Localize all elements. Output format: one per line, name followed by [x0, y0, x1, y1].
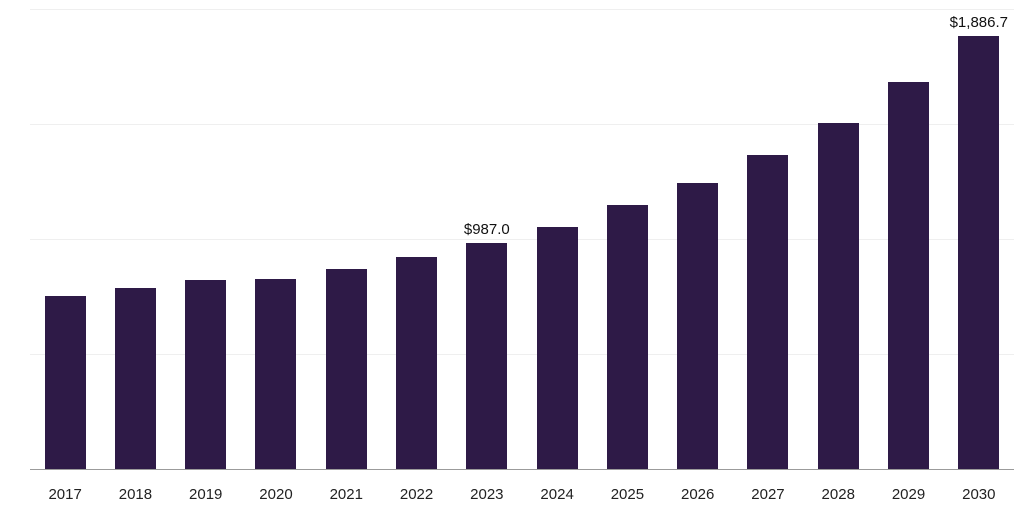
bar-cell: [873, 10, 943, 470]
bar-value-label: $1,886.7: [949, 14, 1008, 32]
bar-2025: [606, 205, 648, 470]
bar-cell: [241, 10, 311, 470]
bar-cell: $987.0: [452, 10, 522, 470]
bar-2029: [888, 82, 930, 470]
x-axis-line: [30, 469, 1014, 470]
x-tick-2029: 2029: [891, 486, 926, 503]
bar-2028: [817, 122, 859, 470]
gridline: [30, 354, 1014, 355]
bar-2020: [255, 278, 297, 470]
x-tick-2028: 2028: [821, 486, 855, 503]
bar-cell: [381, 10, 451, 470]
bar-2030: [958, 36, 1000, 470]
bar-cell: [100, 10, 170, 470]
x-tick-2027: 2027: [751, 486, 785, 503]
bar-cell: [522, 10, 592, 470]
bar-2026: [677, 182, 719, 470]
x-tick-2022: 2022: [399, 486, 434, 503]
gridline: [30, 124, 1014, 125]
x-tick-2023: 2023: [470, 486, 504, 503]
x-axis-labels: 2017 2018 2019 2020 2021 2022 2023 2024 2025 2026…: [30, 486, 1014, 503]
bar-cell: [803, 10, 873, 470]
bar-2017: [44, 296, 86, 470]
bar-cell: $1,886.7: [944, 10, 1014, 470]
plot-area: $987.0 $1,886.7: [30, 9, 1014, 470]
bar-2023: [466, 243, 508, 470]
gridline: [30, 239, 1014, 240]
x-tick-2017: 2017: [48, 486, 82, 503]
bar-value-label: $987.0: [463, 221, 510, 238]
bar-2022: [396, 256, 438, 470]
bar-2019: [185, 280, 227, 470]
x-tick-2020: 2020: [259, 486, 293, 503]
bar-series: $987.0 $1,886.7: [30, 10, 1014, 470]
bar-cell: [30, 10, 100, 470]
x-tick-2019: 2019: [189, 486, 223, 503]
gridline: [30, 9, 1014, 10]
bar-cell: [311, 10, 381, 470]
bar-cell: [592, 10, 662, 470]
x-tick-2026: 2026: [680, 486, 715, 503]
bar-cell: [733, 10, 803, 470]
x-tick-2021: 2021: [329, 486, 363, 503]
bar-2018: [114, 288, 156, 470]
bar-2027: [747, 154, 789, 470]
bar-cell: [171, 10, 241, 470]
x-tick-2018: 2018: [118, 486, 153, 503]
x-tick-2025: 2025: [610, 486, 645, 503]
bar-2021: [325, 268, 367, 470]
x-tick-2024: 2024: [540, 486, 574, 503]
x-tick-2030: 2030: [962, 486, 996, 503]
bar-cell: [663, 10, 733, 470]
bar-2024: [536, 226, 578, 470]
